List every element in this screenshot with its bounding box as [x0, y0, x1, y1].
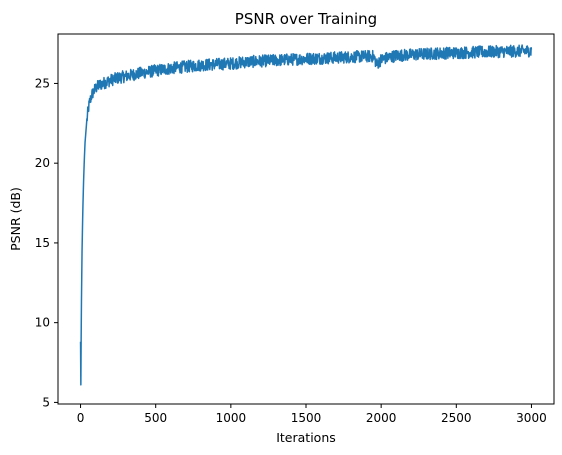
- x-tick-label: 2000: [366, 411, 397, 425]
- y-axis-label: PSNR (dB): [8, 187, 23, 251]
- plot-background: [58, 34, 554, 404]
- y-tick-label: 15: [35, 236, 50, 250]
- x-axis-ticks: 0 500 1000 1500 2000 2500 3000: [77, 404, 547, 425]
- y-axis-ticks: 5 10 15 20 25: [35, 76, 58, 409]
- chart-title: PSNR over Training: [235, 10, 377, 28]
- x-tick-label: 0: [77, 411, 85, 425]
- x-tick-label: 2500: [441, 411, 472, 425]
- y-tick-label: 25: [35, 76, 50, 90]
- y-tick-label: 5: [42, 395, 50, 409]
- x-tick-label: 3000: [516, 411, 547, 425]
- y-tick-label: 20: [35, 156, 50, 170]
- y-tick-label: 10: [35, 316, 50, 330]
- x-tick-label: 500: [144, 411, 167, 425]
- x-tick-label: 1000: [216, 411, 247, 425]
- psnr-series-line: [79, 44, 533, 386]
- x-axis-label: Iterations: [276, 430, 336, 445]
- x-tick-label: 1500: [291, 411, 322, 425]
- series-layer: [79, 44, 533, 386]
